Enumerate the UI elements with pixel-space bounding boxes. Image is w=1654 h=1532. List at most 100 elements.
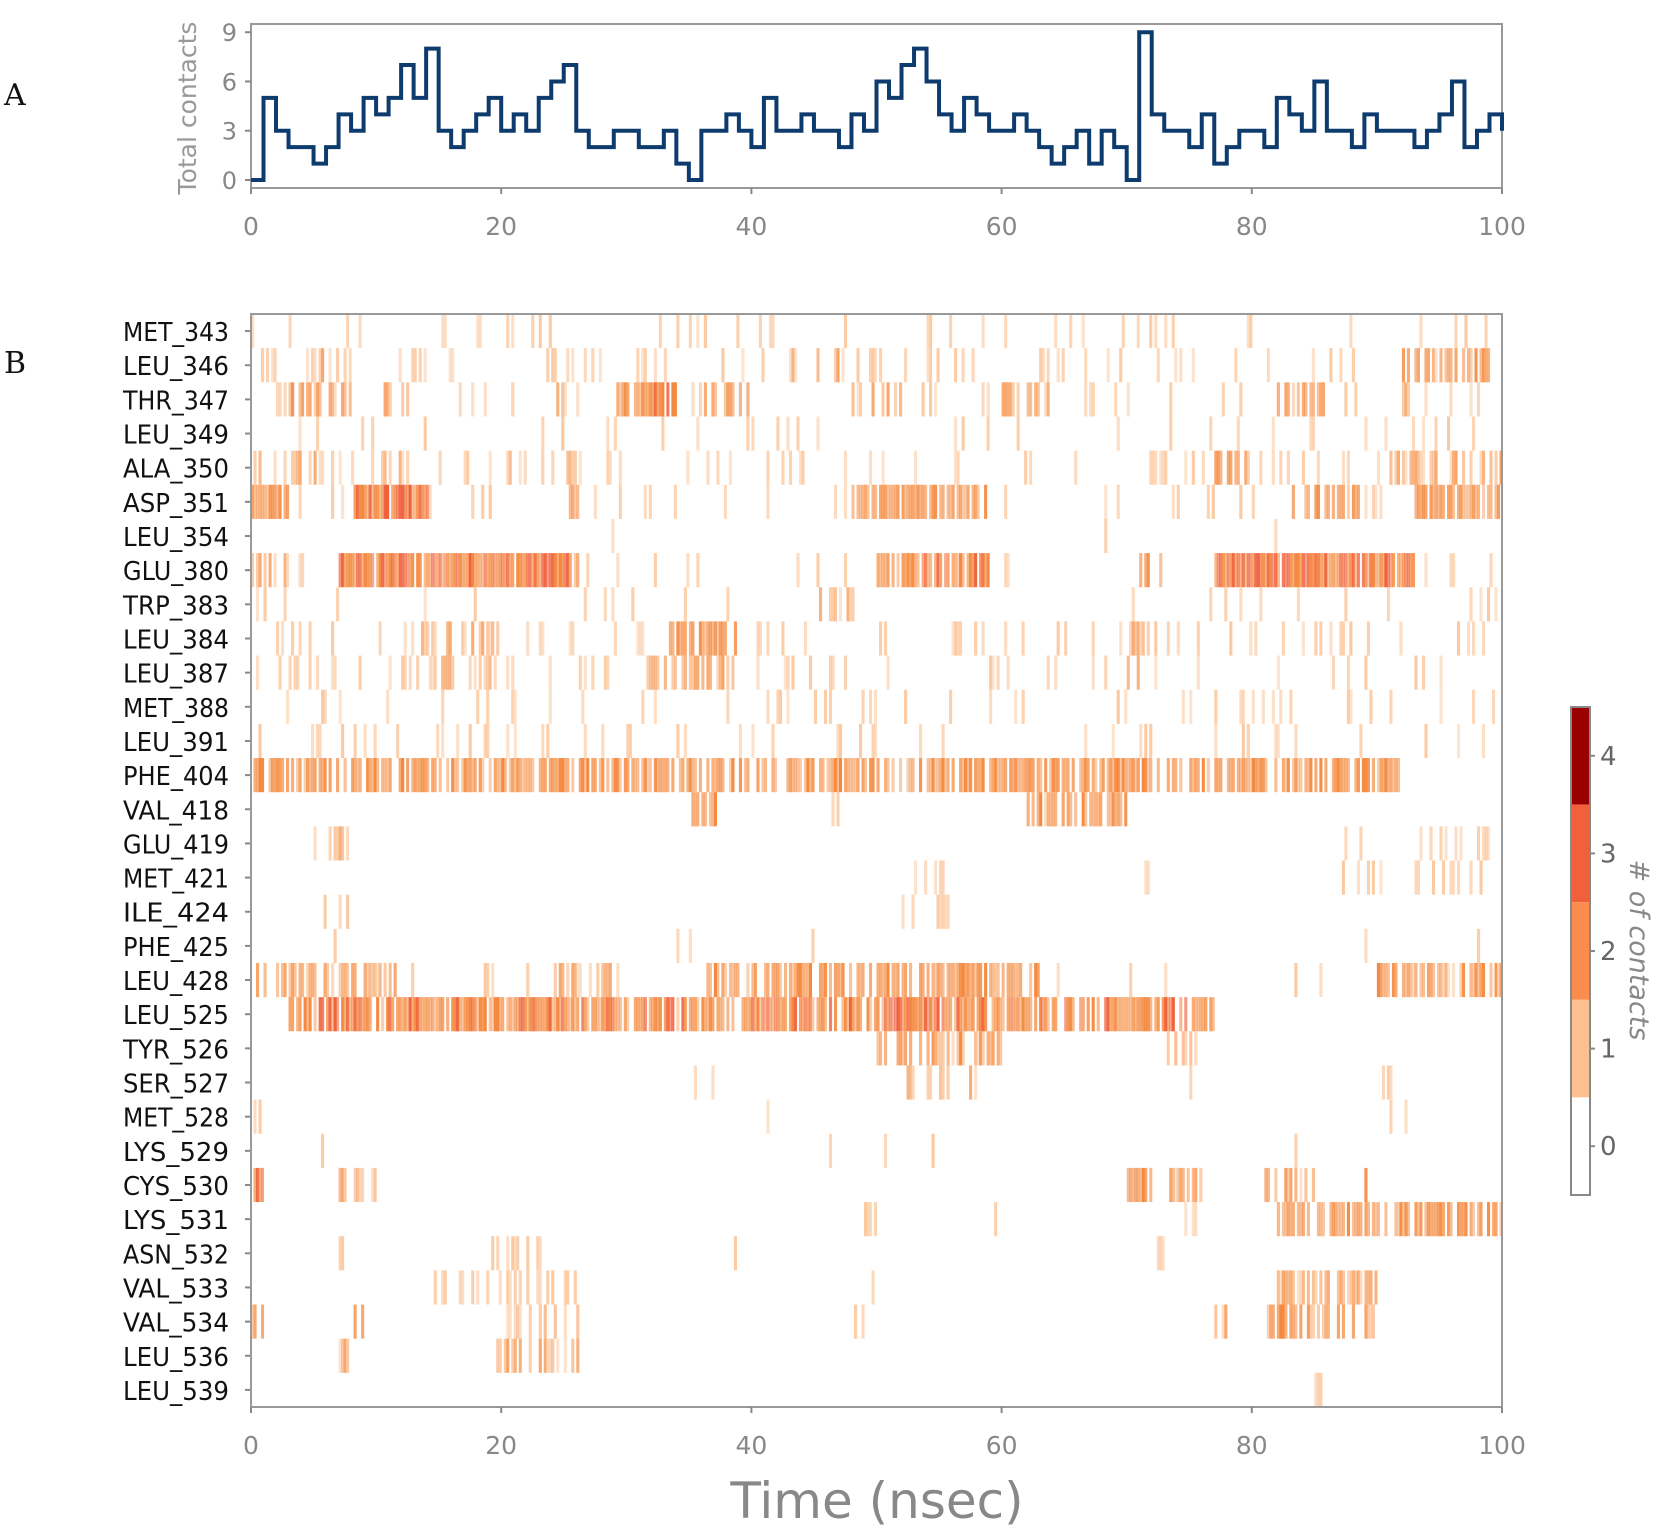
contact-stripe xyxy=(411,997,415,1032)
contact-stripe xyxy=(731,997,735,1032)
contact-stripe xyxy=(1271,553,1275,588)
contact-stripe xyxy=(1241,553,1245,588)
contact-stripe xyxy=(338,1338,342,1373)
contact-stripe xyxy=(1024,450,1028,485)
contact-stripe xyxy=(941,758,945,793)
contact-stripe xyxy=(1331,484,1335,519)
contact-stripe xyxy=(881,553,885,588)
contact-stripe xyxy=(1419,1202,1423,1237)
contact-stripe xyxy=(253,1167,257,1203)
contact-stripe xyxy=(468,758,472,793)
contact-stripe xyxy=(1089,792,1093,827)
contact-stripe xyxy=(901,484,905,519)
contact-stripe xyxy=(1341,758,1345,793)
contact-stripe xyxy=(974,484,978,519)
contact-stripe xyxy=(1021,997,1025,1032)
contact-stripe xyxy=(368,484,372,519)
contact-stripe xyxy=(1066,758,1070,793)
contact-stripe xyxy=(1366,758,1370,793)
contact-stripe xyxy=(631,758,635,793)
contact-stripe xyxy=(448,621,452,656)
contact-stripe xyxy=(723,484,727,519)
contact-stripe xyxy=(956,962,960,998)
contact-stripe xyxy=(1044,382,1048,417)
contact-stripe xyxy=(904,484,908,519)
contact-stripe xyxy=(1339,758,1343,793)
contact-stripe xyxy=(273,758,277,793)
contact-stripe xyxy=(331,655,335,690)
contact-stripe xyxy=(1339,348,1343,383)
contact-stripe xyxy=(598,758,602,793)
contact-stripe xyxy=(1001,962,1005,998)
contact-stripe xyxy=(1441,860,1446,895)
contact-stripe xyxy=(711,758,715,793)
contact-stripe xyxy=(1334,553,1338,588)
contact-stripe xyxy=(703,382,707,417)
contact-stripe xyxy=(1274,723,1278,759)
contact-stripe xyxy=(833,587,838,622)
contact-stripe xyxy=(446,997,450,1032)
contact-stripe xyxy=(946,484,950,519)
contact-stripe xyxy=(481,484,485,519)
contact-stripe xyxy=(1166,621,1170,656)
contact-stripe xyxy=(413,348,417,383)
contact-stripe xyxy=(1284,1202,1288,1237)
contact-stripe xyxy=(338,1236,342,1271)
contact-stripe xyxy=(296,450,300,485)
contact-stripe xyxy=(313,962,317,998)
contact-stripe xyxy=(1341,450,1345,485)
contact-stripe xyxy=(1316,450,1320,485)
contact-stripe xyxy=(446,655,450,690)
contact-stripe xyxy=(1189,1065,1193,1100)
contact-stripe xyxy=(648,758,652,793)
contact-stripe xyxy=(663,655,667,690)
contact-stripe xyxy=(836,792,840,827)
contact-stripe xyxy=(1006,655,1010,690)
contact-stripe xyxy=(681,621,685,656)
contact-stripe xyxy=(959,1031,963,1066)
contact-stripe xyxy=(696,314,700,349)
contact-stripe xyxy=(1061,792,1065,827)
contact-stripe xyxy=(363,553,367,588)
contact-stripe xyxy=(909,553,913,588)
contact-stripe xyxy=(491,997,495,1032)
contact-stripe xyxy=(1321,1202,1325,1237)
contact-stripe xyxy=(1376,450,1381,485)
contact-stripe xyxy=(981,758,985,793)
contact-stripe xyxy=(1434,484,1438,519)
contact-stripe xyxy=(411,348,415,383)
contact-stripe xyxy=(843,758,848,793)
contact-stripe xyxy=(1361,553,1365,588)
contact-stripe xyxy=(563,758,567,793)
contact-stripe xyxy=(1204,997,1208,1032)
contact-stripe xyxy=(986,382,990,417)
contact-stripe xyxy=(561,758,565,793)
contact-stripe xyxy=(323,758,327,793)
contact-stripe xyxy=(1141,997,1145,1032)
contact-stripe xyxy=(1029,382,1033,417)
contact-stripe xyxy=(873,1202,878,1237)
contact-stripe xyxy=(711,997,715,1032)
contact-stripe xyxy=(1291,382,1295,417)
contact-stripe xyxy=(276,484,280,519)
contact-stripe xyxy=(863,484,868,519)
contact-stripe xyxy=(523,450,527,485)
contact-stripe xyxy=(1394,758,1398,793)
contact-stripe xyxy=(876,1031,880,1066)
contact-stripe xyxy=(796,758,800,793)
contact-stripe xyxy=(1416,484,1421,519)
contact-stripe xyxy=(626,758,630,793)
contact-stripe xyxy=(363,484,367,519)
contact-stripe xyxy=(521,758,525,793)
contact-stripe xyxy=(423,553,427,588)
contact-stripe xyxy=(1226,450,1230,485)
contact-stripe xyxy=(1411,962,1416,998)
contact-stripe xyxy=(811,997,815,1032)
contact-stripe xyxy=(1311,1304,1315,1339)
contact-stripe xyxy=(433,758,437,793)
contact-stripe xyxy=(843,314,848,349)
contact-stripe xyxy=(726,382,730,417)
contact-stripe xyxy=(1461,1202,1466,1237)
contact-stripe xyxy=(546,553,550,588)
contact-stripe xyxy=(416,553,420,588)
